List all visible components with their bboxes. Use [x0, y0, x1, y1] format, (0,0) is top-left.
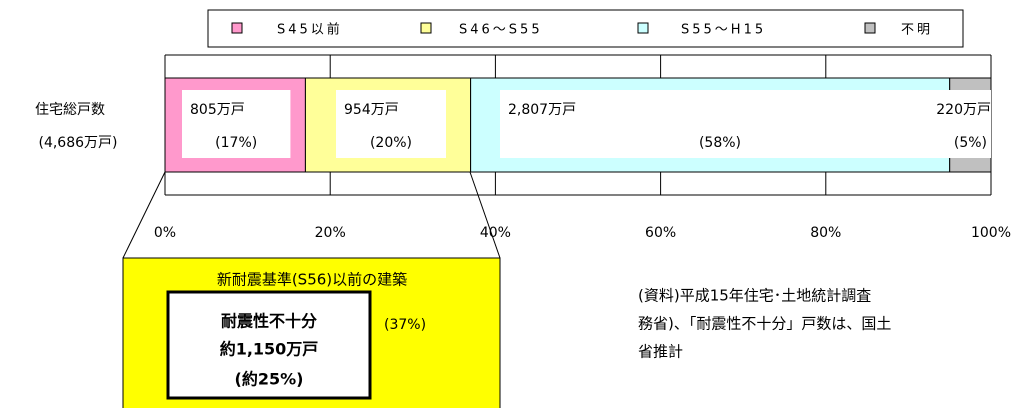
callout-inner-box: [166, 290, 372, 400]
count-label: 954万戸: [344, 102, 399, 118]
note-line: 務省)、「耐震性不十分」戸数は、国土: [638, 315, 891, 333]
callout-title: 新耐震基準(S56)以前の建築: [217, 271, 407, 289]
value-label: (58%): [699, 135, 741, 151]
legend-box: [207, 9, 964, 48]
legend-swatch: [231, 22, 243, 34]
x-tick-label: 40%: [480, 225, 511, 241]
callout-text: 約1,150万戸: [220, 340, 319, 359]
value-label: (17%): [215, 135, 257, 151]
legend-label: S45以前: [277, 22, 343, 38]
category-total: (4,686万戸): [38, 135, 117, 151]
value-label: (20%): [370, 135, 412, 151]
count-label: 220万戸: [936, 102, 991, 118]
x-tick-label: 20%: [315, 225, 346, 241]
note-line: (資料)平成15年住宅･土地統計調査: [638, 287, 871, 305]
x-tick-label: 0%: [154, 225, 176, 241]
x-tick-label: 80%: [810, 225, 841, 241]
count-label: 805万戸: [190, 102, 245, 118]
callout-line: [469, 171, 501, 259]
legend-swatch: [864, 22, 876, 34]
callout-text: 耐震性不十分: [221, 312, 317, 331]
label-box: [500, 90, 940, 158]
label-box: [182, 90, 291, 158]
legend: S45以前 S46～S55 S55～H15 不明: [231, 22, 933, 38]
legend-label: S55～H15: [681, 23, 766, 38]
x-tick-label: 60%: [645, 225, 676, 241]
x-tick-label: 100%: [971, 225, 1011, 241]
legend-swatch: [420, 22, 432, 34]
legend-swatch: [637, 22, 649, 34]
callout-text: (約25%): [235, 370, 304, 389]
legend-label: 不明: [901, 23, 933, 38]
legend-label: S46～S55: [459, 23, 543, 38]
callout-line: [122, 171, 166, 259]
label-box: [336, 90, 446, 158]
note-line: 省推計: [638, 343, 683, 361]
category-label: 住宅総戸数: [35, 102, 105, 118]
callout-share: (37%): [384, 317, 426, 333]
count-label: 2,807万戸: [508, 102, 576, 118]
label-box: [925, 90, 991, 158]
value-label: (5%): [954, 135, 987, 151]
